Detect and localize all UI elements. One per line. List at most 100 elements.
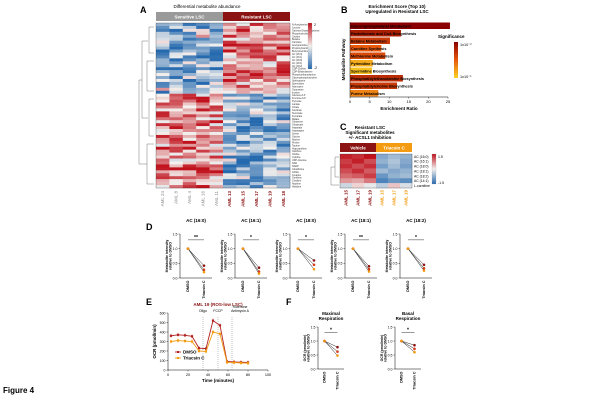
heatmap-a-cell bbox=[182, 40, 197, 44]
heatmap-a-cell bbox=[169, 84, 183, 89]
heatmap-c-cell bbox=[388, 163, 401, 169]
heatmap-c-cell bbox=[352, 173, 365, 179]
heatmap-a-cell bbox=[156, 31, 170, 35]
axis-b-ylabel: Metabolite Pathway bbox=[341, 38, 346, 80]
metabolite-label: Glutamine bbox=[292, 121, 304, 124]
panel-c-title-3: +/- ACSL1 Inhibition bbox=[349, 135, 392, 140]
heatmap-a-cell bbox=[276, 134, 291, 139]
heatmap-a-cell bbox=[196, 61, 210, 65]
metabolite-label: Creatine bbox=[292, 174, 302, 177]
panel-d-chart-3-ytick-label-2: 1.0 bbox=[338, 247, 343, 251]
heatmap-a-cell bbox=[182, 108, 197, 112]
heatmap-a-cell bbox=[249, 123, 264, 127]
panel-f-chart-0-ytick-label-1: 0.5 bbox=[311, 353, 316, 357]
heatmap-c-border bbox=[339, 153, 413, 189]
heatmap-a-cell bbox=[209, 179, 224, 183]
heatmap-a-cell bbox=[196, 164, 210, 168]
dendrogram-branch bbox=[148, 98, 154, 137]
heatmap-a-cell bbox=[196, 52, 210, 56]
panel-d-chart-4-point bbox=[422, 263, 426, 267]
panel-d-chart-2: AC (18:0) 0.0 0.5 1.0 1.5 * Metabolite intensi… bbox=[275, 218, 322, 299]
heatmap-a-cell bbox=[263, 25, 277, 30]
heatmap-c-cell bbox=[388, 168, 401, 174]
panel-f-chart-1-ylabel-2: relative to DMSO bbox=[384, 334, 388, 362]
metabolite-label: AC (18:1) bbox=[292, 62, 302, 65]
heatmap-a-cell bbox=[182, 161, 197, 165]
ocr-point bbox=[197, 349, 201, 353]
heatmap-a-cell bbox=[196, 185, 210, 189]
heatmap-a-cell bbox=[223, 102, 237, 106]
heatmap-a-cell bbox=[249, 126, 264, 130]
heatmap-a-cell bbox=[156, 155, 170, 159]
panel-f-chart-0-sig: * bbox=[330, 328, 332, 334]
bar-b-6 bbox=[350, 67, 372, 74]
heatmap-a-cell bbox=[209, 176, 224, 180]
heatmap-a-cell bbox=[276, 67, 291, 71]
panel-d-chart-3-xlabel-dmso: DMSO bbox=[351, 280, 355, 291]
heatmap-a-cell bbox=[169, 129, 183, 133]
heatmap-a-cell bbox=[263, 146, 277, 150]
heatmap-a-cell bbox=[223, 58, 237, 62]
heatmap-a-cell bbox=[196, 176, 210, 180]
metabolite-label: AC (18:0) bbox=[292, 59, 302, 62]
heatmap-c-cell bbox=[388, 154, 401, 160]
heatmap-a-cell bbox=[156, 146, 170, 150]
heatmap-a-cell bbox=[236, 152, 250, 156]
panel-d-chart-2-point bbox=[312, 259, 316, 262]
heatmap-a-cell bbox=[276, 99, 291, 103]
heatmap-a-cell bbox=[276, 31, 291, 35]
heatmap-a-cell bbox=[223, 90, 237, 94]
heatmap-c-cell bbox=[376, 178, 389, 184]
tick-label-e-y-0: 0 bbox=[164, 368, 166, 372]
heatmap-a-cell bbox=[249, 78, 264, 83]
heatmap-a-cell bbox=[156, 78, 170, 83]
heatmap-a-cell bbox=[209, 49, 224, 53]
heatmap-a-cell bbox=[249, 55, 264, 59]
heatmap-a-cell bbox=[209, 46, 224, 50]
metabolite-label: Betaine bbox=[292, 38, 301, 41]
panel-d-chart-4: AC (18:2) 0.0 0.5 1.0 1.5 * Metabolite intensi… bbox=[385, 218, 432, 299]
heatmap-a-cell bbox=[209, 84, 224, 89]
legend-e-triacsin-marker bbox=[177, 357, 179, 359]
panel-d-chart-3-point bbox=[367, 264, 371, 268]
panel-f-chart-1-ytick-label-1: 0.5 bbox=[388, 353, 393, 357]
heatmap-a-cell bbox=[196, 99, 210, 103]
heatmap-a-cell bbox=[276, 23, 291, 27]
panel-d-chart-2-xlabel-dmso: DMSO bbox=[296, 280, 300, 291]
panel-d-chart-2-xlabel-triacsin: Triacsin C bbox=[312, 280, 316, 298]
panel-d-chart-2-ytick-label-0: 0.0 bbox=[283, 276, 288, 280]
heatmap-a-cell bbox=[209, 81, 224, 86]
panel-letter-f: F bbox=[286, 297, 292, 307]
heatmap-c-col-label-5: AML 19 bbox=[404, 190, 409, 206]
heatmap-a-cell bbox=[263, 167, 277, 171]
heatmap-a-cell bbox=[236, 176, 250, 180]
heatmap-a-cell bbox=[276, 34, 291, 38]
heatmap-a-cell bbox=[209, 132, 224, 136]
heatmap-a-cell bbox=[249, 117, 264, 121]
heatmap-a-cell bbox=[223, 23, 237, 27]
heatmap-a-cell bbox=[196, 84, 210, 89]
metabolite-label: Fumarate bbox=[292, 115, 303, 118]
heatmap-a-cell bbox=[236, 96, 250, 100]
heatmap-c-cell bbox=[388, 158, 401, 164]
heatmap-a-cell bbox=[156, 185, 170, 189]
heatmap-a-cell bbox=[169, 43, 183, 47]
panel-f-chart-1-series-line-2 bbox=[401, 340, 415, 353]
panel-d-chart-4-point bbox=[406, 247, 410, 250]
heatmap-a-cell bbox=[276, 123, 291, 127]
heatmap-a-cell bbox=[209, 167, 224, 171]
heatmap-a-cell bbox=[209, 93, 224, 97]
panel-d-chart-0-series-line-0 bbox=[187, 248, 205, 266]
heatmap-a-cell bbox=[249, 96, 264, 100]
colorbar-c-max: 1.5 bbox=[438, 155, 443, 159]
injection-label-fccp: FCCP bbox=[213, 309, 223, 313]
panel-f-chart-0-ylabel-1: OCR (pmol/min) bbox=[303, 335, 307, 362]
heatmap-c-row-label-4: AC (18:2) bbox=[414, 174, 429, 178]
heatmap-a-cell bbox=[156, 52, 170, 56]
heatmap-a-cell bbox=[236, 76, 250, 80]
heatmap-a-cell bbox=[182, 164, 197, 168]
panel-letter-a: A bbox=[140, 5, 147, 15]
heatmap-a-cell bbox=[169, 132, 183, 136]
heatmap-a-cell bbox=[196, 67, 210, 71]
